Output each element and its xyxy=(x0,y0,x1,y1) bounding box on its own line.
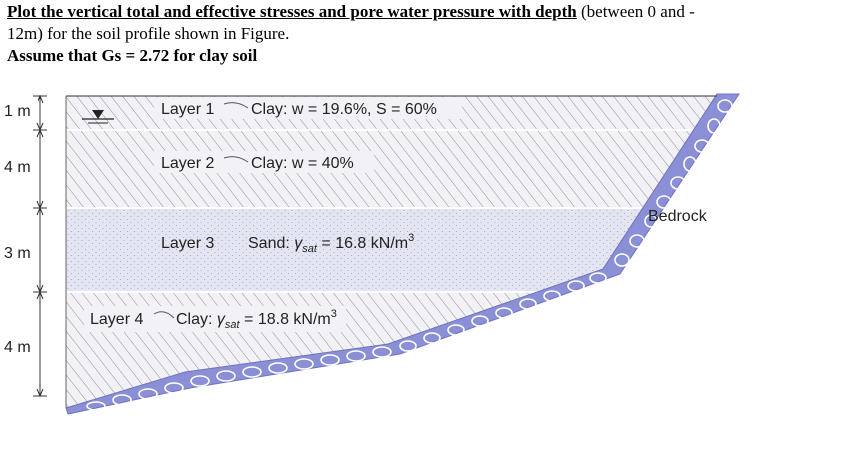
layer-4-leader xyxy=(153,311,175,319)
layer-2-description: Clay: w = 40% xyxy=(251,155,354,172)
problem-line-1: Plot the vertical total and effective st… xyxy=(7,1,837,23)
layer-1-description: Clay: w = 19.6%, S = 60% xyxy=(251,101,437,118)
layer-3-desc-suffix: = 16.8 kN/m xyxy=(317,235,408,252)
layer-3-description: Sand: γsat = 16.8 kN/m3 xyxy=(248,232,414,255)
soil-profile-figure: 1 m 4 m 3 m 4 m Layer 1 Clay: w = 19.6%,… xyxy=(2,93,740,415)
depth-label-layer-1: 1 m xyxy=(4,103,31,120)
layer-4-desc-prefix: Clay: xyxy=(176,311,217,328)
layer-2-leader xyxy=(223,156,249,163)
water-table-icon xyxy=(82,110,114,124)
depth-label-layer-4: 4 m xyxy=(4,339,31,356)
depth-dimension-line xyxy=(33,94,47,398)
layer-4-unit-sup: 3 xyxy=(331,308,337,320)
layer-2-name: Layer 2 xyxy=(161,155,214,172)
problem-line-2: 12m) for the soil profile shown in Figur… xyxy=(7,24,290,43)
layer-4-description: Clay: γsat = 18.8 kN/m3 xyxy=(176,308,337,331)
problem-statement: Plot the vertical total and effective st… xyxy=(7,1,837,67)
layer-3-desc-prefix: Sand: xyxy=(248,235,294,252)
layer-1-name: Layer 1 xyxy=(161,101,214,118)
depth-label-layer-3: 3 m xyxy=(4,245,31,262)
layer-3-unit-sup: 3 xyxy=(408,232,414,244)
layer-4-gamma-sub: sat xyxy=(225,319,241,331)
bedrock-stones xyxy=(86,99,733,411)
bedrock-label: Bedrock xyxy=(648,208,708,225)
layer-3-gamma: γ xyxy=(294,235,303,252)
layer-4-name: Layer 4 xyxy=(90,311,143,328)
layer-1-leader xyxy=(223,102,249,109)
layer-3-name: Layer 3 xyxy=(161,235,214,252)
problem-assumption: Assume that Gs = 2.72 for clay soil xyxy=(7,46,258,65)
depth-label-layer-2: 4 m xyxy=(4,159,31,176)
problem-range: (between 0 and - xyxy=(576,2,695,21)
problem-task: Plot the vertical total and effective st… xyxy=(7,2,577,21)
layer-3-gamma-sub: sat xyxy=(302,243,318,255)
layer-4-desc-suffix: = 18.8 kN/m xyxy=(240,311,331,328)
layer-4-gamma: γ xyxy=(217,311,226,328)
